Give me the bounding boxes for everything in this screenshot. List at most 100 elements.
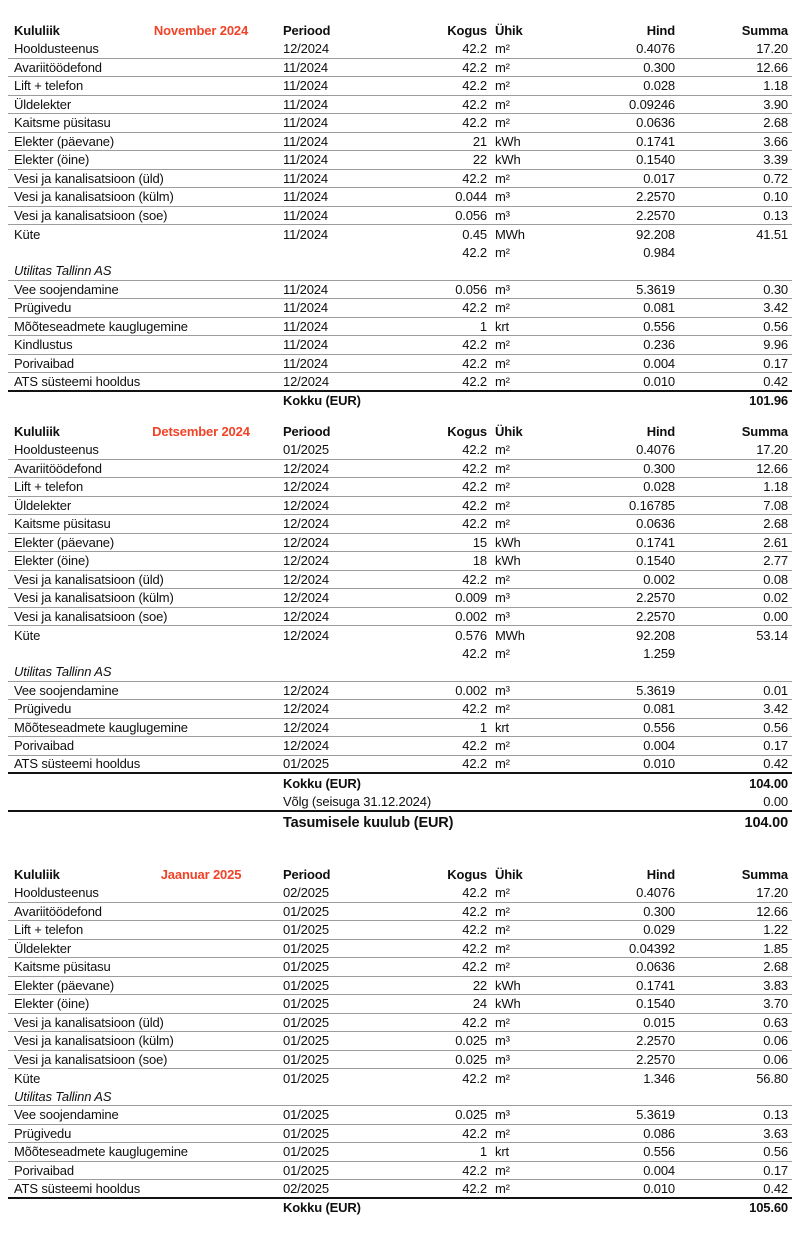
expense-label: Lift + telefon [14, 922, 84, 938]
expense-row: Mõõteseadmete kauglugemine 12/2024 1 krt 0.5… [8, 719, 792, 737]
kogus-cell: 42.2 [462, 1125, 487, 1141]
column-header-summa: Summa [741, 423, 788, 439]
summa-cell: 0.56 [763, 1144, 788, 1160]
kogus-cell: 0.025 [455, 1051, 487, 1067]
periood-cell: 12/2024 [283, 701, 329, 717]
unit-cell: m² [495, 337, 510, 353]
summa-cell: 0.10 [763, 189, 788, 205]
unit-cell: m³ [495, 189, 510, 205]
kogus-cell: 1 [479, 719, 487, 735]
column-header-hind: Hind [646, 22, 675, 38]
periood-cell: 01/2025 [283, 977, 329, 993]
expense-row: Prügivedu 01/2025 42.2 m² 0.086 3.63 [8, 1125, 792, 1143]
kogus-cell: 42.2 [462, 701, 487, 717]
expense-label: Avariitöödefond [14, 59, 102, 75]
expense-label: Hooldusteenus [14, 442, 99, 458]
expense-row: Lift + telefon 11/2024 42.2 m² 0.028 1.18 [8, 77, 792, 96]
summa-cell: 2.61 [763, 534, 788, 550]
periood-cell: 12/2024 [283, 553, 329, 569]
periood-cell: 11/2024 [283, 59, 328, 75]
total-value: 104.00 [749, 775, 788, 791]
expense-table-jaanuar-2025: Kululiik Periood Kogus Ühik Hind Summa J… [8, 864, 792, 1217]
hind-cell: 0.1741 [636, 977, 675, 993]
periood-cell: 11/2024 [283, 133, 328, 149]
expense-label: Mõõteseadmete kauglugemine [14, 1144, 188, 1160]
expense-label: Utilitas Tallinn AS [14, 1088, 112, 1104]
hind-cell: 2.2570 [636, 1033, 675, 1049]
hind-cell: 5.3619 [636, 281, 675, 297]
expense-label: Vesi ja kanalisatsioon (külm) [14, 1033, 174, 1049]
hind-cell: 0.1540 [636, 996, 675, 1012]
kogus-cell: 42.2 [462, 571, 487, 587]
periood-cell: 01/2025 [283, 1070, 329, 1086]
periood-cell: 01/2025 [283, 922, 329, 938]
periood-cell: 01/2025 [283, 903, 329, 919]
summa-cell: 1.85 [763, 940, 788, 956]
summa-cell: 53.14 [756, 627, 788, 643]
hind-cell: 0.236 [643, 337, 675, 353]
kogus-cell: 42.2 [462, 479, 487, 495]
expense-label: Avariitöödefond [14, 460, 102, 476]
kogus-cell: 42.2 [462, 300, 487, 316]
summa-cell: 41.51 [756, 226, 788, 242]
hind-cell: 0.028 [643, 479, 675, 495]
periood-cell: 12/2024 [283, 373, 329, 389]
periood-cell: 12/2024 [283, 497, 329, 513]
expense-row: Üldelekter 12/2024 42.2 m² 0.16785 7.08 [8, 497, 792, 515]
periood-cell: 12/2024 [283, 41, 329, 57]
kogus-cell: 42.2 [462, 1070, 487, 1086]
expense-label: Prügivedu [14, 701, 72, 717]
total-label: Võlg (seisuga 31.12.2024) [283, 793, 432, 809]
total-label: Tasumisele kuulub (EUR) [283, 815, 454, 831]
kogus-cell: 42.2 [462, 337, 487, 353]
unit-cell: m³ [495, 608, 510, 624]
unit-cell: kWh [495, 977, 521, 993]
table-header-row: Kululiik Periood Kogus Ühik Hind Summa N… [8, 20, 792, 40]
hind-cell: 0.09246 [629, 96, 675, 112]
expense-row: Vesi ja kanalisatsioon (külm) 01/2025 0.02… [8, 1032, 792, 1051]
unit-cell: m² [495, 701, 510, 717]
column-header-hind: Hind [646, 423, 675, 439]
kogus-cell: 42.2 [462, 373, 487, 389]
summa-cell: 3.90 [763, 96, 788, 112]
periood-cell: 01/2025 [283, 1014, 329, 1030]
hind-cell: 1.259 [643, 646, 675, 662]
expense-row: Vee soojendamine 11/2024 0.056 m³ 5.3619 0.30 [8, 281, 792, 299]
table-header-row: Kululiik Periood Kogus Ühik Hind Summa D… [8, 421, 792, 441]
expense-row: Porivaibad 01/2025 42.2 m² 0.004 0.17 [8, 1162, 792, 1180]
expense-row: Avariitöödefond 12/2024 42.2 m² 0.300 12.66 [8, 460, 792, 478]
kogus-cell: 42.2 [462, 1014, 487, 1030]
unit-cell: m³ [495, 1107, 510, 1123]
hind-cell: 5.3619 [636, 682, 675, 698]
summa-cell: 0.72 [763, 170, 788, 186]
kogus-cell: 22 [472, 152, 487, 168]
kogus-cell: 0.45 [462, 226, 487, 242]
expense-label: Üldelekter [14, 940, 72, 956]
kogus-cell: 21 [472, 133, 487, 149]
unit-cell: m³ [495, 207, 510, 223]
expense-label: Üldelekter [14, 96, 72, 112]
summa-cell: 0.06 [763, 1033, 788, 1049]
column-header-summa: Summa [741, 866, 788, 882]
expense-label: Vee soojendamine [14, 1107, 119, 1123]
hind-cell: 92.208 [636, 627, 675, 643]
unit-cell: m² [495, 59, 510, 75]
summa-cell: 9.96 [763, 337, 788, 353]
column-header-kululiik: Kululiik [14, 866, 60, 882]
expense-label: Vee soojendamine [14, 281, 119, 297]
hind-cell: 0.556 [643, 719, 675, 735]
kogus-cell: 42.2 [462, 738, 487, 754]
expense-row: Vesi ja kanalisatsioon (soe) 11/2024 0.056… [8, 207, 792, 225]
unit-cell: krt [495, 318, 509, 334]
hind-cell: 0.04392 [629, 940, 675, 956]
unit-cell: m² [495, 1014, 510, 1030]
periood-cell: 11/2024 [283, 281, 328, 297]
expense-label: Hooldusteenus [14, 41, 99, 57]
hind-cell: 2.2570 [636, 1051, 675, 1067]
expense-label: Utilitas Tallinn AS [14, 263, 112, 279]
summa-cell: 12.66 [756, 59, 788, 75]
unit-cell: m³ [495, 281, 510, 297]
periood-cell: 11/2024 [283, 78, 328, 94]
kogus-cell: 15 [472, 534, 487, 550]
periood-cell: 11/2024 [283, 96, 328, 112]
